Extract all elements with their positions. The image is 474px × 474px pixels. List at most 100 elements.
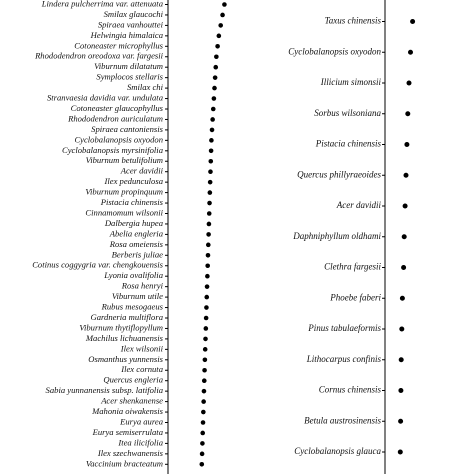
left-data-point [201,399,206,404]
left-species-label: Pistacia chinensis [100,197,164,207]
left-species-label: Cotoneaster glaucophyllus [71,103,164,113]
left-species-label: Smilax glaucochi [104,9,164,19]
left-species-label: Dalbergia hupea [104,218,163,228]
right-data-point [403,172,409,178]
right-data-point [401,265,407,270]
left-species-label: Smilax chi [127,82,164,92]
right-species-label: Lithocarpus confinis [306,354,382,364]
left-data-point [206,221,212,227]
left-data-point [209,138,214,143]
left-species-label: Spiraea cantoniensis [91,124,164,134]
right-species-label: Daphniphyllum oldhami [292,231,381,241]
left-data-point [200,430,206,436]
left-data-point [211,96,217,101]
left-data-point [208,148,214,154]
left-species-label: Rosa henryi [121,281,164,291]
right-data-point [404,142,410,147]
right-data-point [398,357,404,363]
left-data-point [203,336,208,342]
left-species-label: Ilex cornuta [120,364,163,374]
left-data-point [202,347,208,352]
left-data-point [200,420,206,425]
left-species-label: Lindera pulcherrima var. attenuata [41,0,163,8]
left-species-label: Lyonia ovalifolia [103,270,163,280]
left-species-label: Cotinus coggygria var. chengkouensis [32,260,163,270]
left-species-label: Ilex wilsonii [120,343,164,353]
left-species-label: Cyclobalanopsis oxyodon [74,134,163,144]
right-species-label: Illicium simonsii [320,77,382,87]
left-data-point [210,106,216,112]
right-data-point [399,295,405,301]
left-data-point [204,294,210,300]
right-panel: Taxus chinensis Cyclobalanopsis oxyodon Il… [288,16,416,456]
left-data-point [220,12,225,18]
left-data-point [215,44,220,49]
left-data-point [199,451,205,457]
right-species-label: Phoebe faberi [329,292,381,302]
left-data-point [206,232,211,237]
left-data-point [209,127,215,133]
left-species-label: Helwingia himalaica [90,30,163,40]
left-species-label: Acer shenkanense [100,396,163,406]
left-data-point [212,85,217,91]
left-data-point [206,211,212,216]
left-species-label: Viburnum thytiflopyllum [79,322,163,332]
left-species-label: Ilex pedunculosa [104,176,163,186]
left-species-label: Vaccinium bracteatum [86,458,163,468]
left-species-label: Osmanthus yunnensis [88,354,163,364]
left-species-label: Sabia yunnanensis subsp. latifolia [46,385,163,395]
left-species-label: Symplocos stellaris [96,72,163,82]
left-species-label: Spiraea vanhouttei [98,19,164,29]
left-data-point [210,117,215,122]
left-data-point [207,190,213,195]
left-species-label: Rhododendron oreodoxa var. fargesii [34,51,164,61]
right-species-label: Cornus chinensis [319,385,382,395]
left-data-point [201,409,206,415]
left-data-point [203,326,209,331]
left-species-label: Quercus engleria [103,375,163,385]
left-data-point [207,179,213,185]
left-data-point [205,263,210,269]
left-data-point [201,378,207,384]
right-species-label: Cyclobalanopsis oxyodon [288,46,381,56]
left-species-label: Ilex szechwanensis [97,448,164,458]
right-data-point [406,80,412,86]
left-data-point [222,2,227,7]
left-species-label: Cinnamomum wilsonii [85,207,163,217]
right-data-point [408,49,413,55]
left-species-label: Viburnum propinquum [85,187,163,197]
right-species-label: Betula austrosinensis [304,415,381,425]
right-species-label: Sorbus wilsoniana [314,108,381,118]
left-data-point [202,357,208,363]
left-data-point [206,242,211,248]
right-species-label: Pistacia chinensis [315,139,382,149]
left-data-point [207,200,212,206]
left-data-point [212,75,218,80]
left-data-point [213,64,219,70]
left-data-point [202,367,207,373]
right-species-label: Acer davidii [336,200,382,210]
left-species-label: Stranvaesia davidia var. undulata [47,93,163,103]
left-species-label: Itea ilicifolia [117,437,163,447]
left-species-label: Gardneria multiflora [91,312,164,322]
left-data-point [203,315,209,321]
left-data-point [208,169,213,174]
right-data-point [398,388,404,393]
left-data-point [199,462,205,467]
left-species-label: Viburnum dilatatum [94,61,163,71]
right-data-point [402,203,408,209]
left-species-label: Eurya semiserrulata [92,427,163,437]
left-data-point [205,273,210,279]
left-species-label: Rosa omeiensis [109,239,164,249]
right-species-label: Clethra fargesii [324,262,381,272]
left-data-point [201,388,207,394]
left-species-label: Rhododendron auriculatum [67,113,163,123]
left-data-point [204,284,210,289]
left-species-label: Machilus lichuanensis [85,333,164,343]
left-panel: Lindera pulcherrima var. attenuataSmilax… [32,0,227,468]
left-data-point [205,253,211,258]
right-species-label: Taxus chinensis [325,16,382,26]
left-species-label: Abelia engleria [109,228,163,238]
right-data-point [398,418,404,424]
